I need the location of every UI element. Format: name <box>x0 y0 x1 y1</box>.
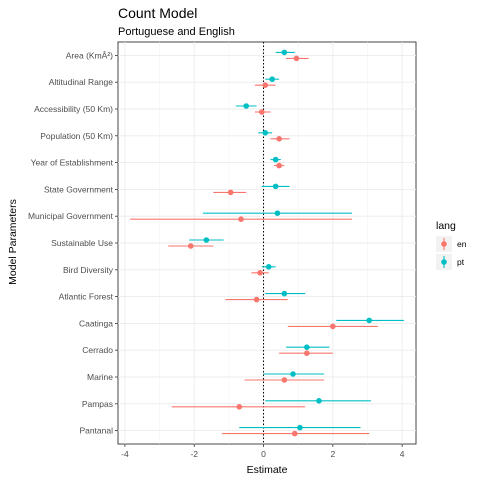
y-tick-label: Caatinga <box>79 318 113 328</box>
x-tick-label: -2 <box>190 449 198 459</box>
legend-title: lang <box>436 220 456 232</box>
x-axis-ticks: -4 -2 0 2 4 <box>121 444 405 459</box>
x-tick-label: 4 <box>400 449 405 459</box>
estimate-point <box>227 189 234 196</box>
plot-panel <box>117 41 417 445</box>
y-axis-title: Model Parameters <box>7 199 19 285</box>
estimate-point <box>316 398 322 404</box>
x-tick-label: 0 <box>261 449 266 459</box>
estimate-point <box>262 130 269 136</box>
estimate-point <box>274 210 281 216</box>
y-axis-ticks: Area (KmÂ²) Altitudinal Range Accessibilit… <box>28 50 118 436</box>
estimate-point <box>236 404 243 410</box>
y-tick-label: Marine <box>87 372 113 382</box>
y-tick-label: Sustainable Use <box>51 238 113 248</box>
estimate-point <box>293 55 300 62</box>
y-tick-label: Accessibility (50 Km) <box>34 104 113 114</box>
estimate-point <box>330 323 336 330</box>
y-tick-label: Population (50 Km) <box>40 131 113 141</box>
legend: lang en pt <box>436 220 467 270</box>
series-pt <box>189 49 404 431</box>
x-tick-label: 2 <box>330 449 335 459</box>
estimate-point <box>272 156 279 163</box>
estimate-point <box>304 350 310 357</box>
estimate-point <box>291 430 298 437</box>
y-tick-label: Year of Establishment <box>31 158 114 168</box>
estimate-point <box>269 76 275 82</box>
estimate-point <box>276 136 282 142</box>
estimate-point <box>265 264 272 270</box>
estimate-point <box>297 424 303 431</box>
legend-key-point <box>441 259 447 265</box>
y-tick-label: Pantanal <box>79 426 113 436</box>
y-tick-label: State Government <box>44 184 114 194</box>
series-en <box>130 55 378 437</box>
estimate-point <box>272 183 279 190</box>
y-tick-label: Atlantic Forest <box>59 292 114 302</box>
estimate-point <box>243 103 250 109</box>
estimate-point <box>257 270 263 276</box>
estimate-point <box>187 243 194 249</box>
y-tick-label: Cerrado <box>82 345 113 355</box>
estimate-point <box>238 216 244 222</box>
estimate-point <box>281 377 288 383</box>
legend-label-pt: pt <box>457 257 465 267</box>
chart-title: Count Model <box>118 5 197 21</box>
plot-marks <box>130 49 404 437</box>
legend-label-en: en <box>457 239 467 249</box>
legend-key-point <box>441 241 447 247</box>
estimate-point <box>259 109 265 115</box>
y-tick-label: Bird Diversity <box>63 265 114 275</box>
y-tick-label: Municipal Government <box>28 211 114 221</box>
estimate-point <box>253 296 260 303</box>
estimate-point <box>304 344 310 351</box>
x-axis-title: Estimate <box>247 464 288 476</box>
chart-subtitle: Portuguese and English <box>118 26 235 38</box>
estimate-point <box>281 49 288 56</box>
estimate-point <box>276 162 282 169</box>
estimate-point <box>203 237 210 243</box>
y-tick-label: Altitudinal Range <box>49 77 114 87</box>
estimate-point <box>281 290 288 297</box>
y-tick-label: Pampas <box>82 399 113 409</box>
y-tick-label: Area (KmÂ²) <box>66 50 113 60</box>
estimate-point <box>366 317 373 324</box>
estimate-point <box>262 82 269 88</box>
x-tick-label: -4 <box>121 449 129 459</box>
estimate-point <box>290 371 296 377</box>
